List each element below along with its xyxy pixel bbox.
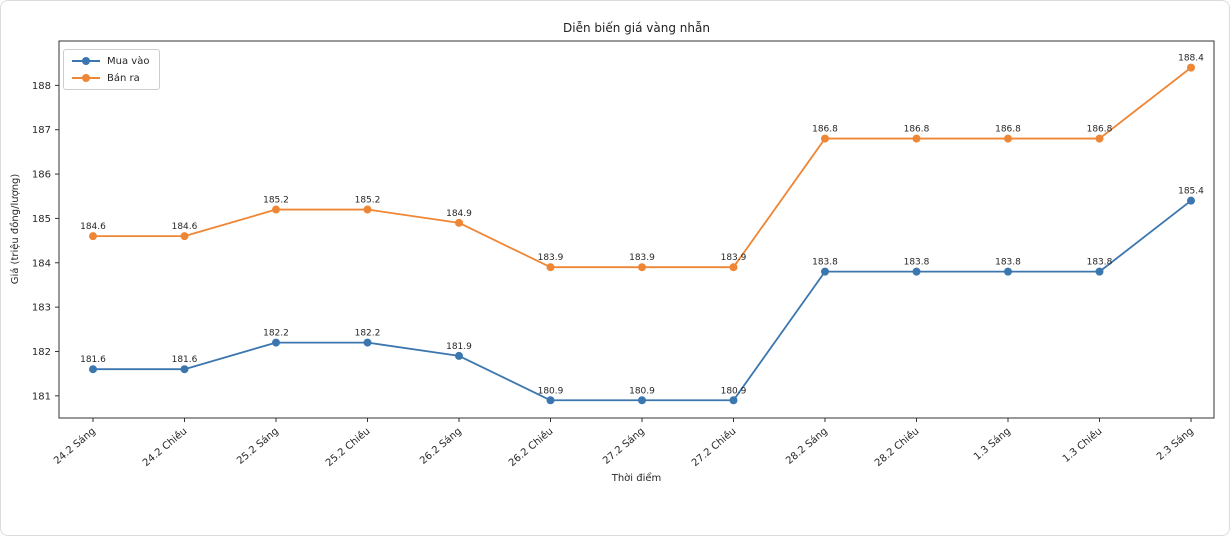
data-point-label: 181.6 (172, 355, 198, 365)
data-point-label: 183.9 (629, 253, 655, 263)
data-point-label: 186.8 (1087, 125, 1113, 135)
y-tick-label: 187 (32, 125, 51, 136)
data-point-label: 184.6 (172, 222, 198, 232)
data-point (638, 263, 646, 272)
data-point (363, 338, 372, 347)
y-tick-label: 181 (32, 391, 51, 402)
data-point-label: 186.8 (995, 125, 1021, 135)
data-point-label: 184.9 (446, 209, 472, 219)
data-point (729, 263, 738, 272)
data-point-label: 183.8 (995, 258, 1021, 268)
x-tick-label: 27.2 Chiều (689, 425, 738, 469)
y-tick-label: 184 (32, 258, 51, 269)
x-tick-label: 24.2 Chiều (140, 425, 189, 469)
series-line (93, 199, 1192, 402)
y-tick-label: 185 (32, 214, 51, 225)
data-point-label: 183.8 (904, 258, 930, 268)
y-axis-label: Giá (triệu đồng/lượng) (10, 173, 21, 285)
data-point-label: 181.9 (446, 342, 472, 352)
data-point (1187, 63, 1195, 72)
data-point-label: 182.2 (263, 329, 289, 339)
data-point (912, 267, 921, 276)
data-point (89, 232, 97, 241)
data-point (272, 205, 280, 214)
data-point-label: 183.9 (538, 253, 564, 263)
series-line (93, 66, 1192, 269)
x-tick-label: 2.3 Sáng (1154, 425, 1196, 463)
data-point-label: 186.8 (812, 125, 838, 135)
legend-marker-mua-vao-icon (72, 56, 100, 66)
legend-label-mua-vao: Mua vào (107, 55, 150, 67)
x-tick-label: 25.2 Sáng (234, 425, 280, 467)
data-point (89, 365, 97, 374)
legend-marker-ban-ra-icon (72, 73, 100, 83)
legend-item-mua-vao: Mua vào (72, 54, 149, 68)
data-point-label: 184.6 (80, 222, 106, 232)
x-tick-label: 26.2 Sáng (417, 425, 463, 467)
data-point (1187, 196, 1195, 205)
data-point (272, 338, 280, 347)
data-point (455, 218, 463, 227)
data-point (546, 396, 555, 405)
x-axis-label: Thời điểm (611, 473, 662, 484)
y-tick-label: 186 (32, 170, 51, 181)
data-point (821, 267, 829, 276)
data-point (638, 396, 646, 405)
data-point (455, 351, 463, 360)
x-tick-label: 28.2 Sáng (783, 425, 829, 467)
data-point (1095, 134, 1104, 143)
data-point-label: 180.9 (538, 386, 564, 396)
x-tick-label: 1.3 Chiều (1060, 425, 1104, 465)
x-tick-label: 26.2 Chiều (506, 425, 555, 469)
data-point-label: 180.9 (629, 386, 655, 396)
legend-label-ban-ra: Bán ra (107, 72, 140, 84)
data-point-label: 185.4 (1178, 187, 1204, 197)
data-point-label: 180.9 (721, 386, 747, 396)
legend: Mua vào Bán ra (63, 49, 161, 90)
data-point (821, 134, 829, 143)
data-point (729, 396, 738, 405)
data-point-label: 183.8 (812, 258, 838, 268)
x-tick-label: 24.2 Sáng (51, 425, 97, 467)
x-tick-label: 27.2 Sáng (600, 425, 646, 467)
y-tick-label: 183 (32, 303, 51, 314)
plot-frame (58, 40, 1215, 419)
x-tick-label: 28.2 Chiều (872, 425, 921, 469)
data-point (1004, 134, 1012, 143)
data-point-label: 181.6 (80, 355, 106, 365)
data-point (1004, 267, 1012, 276)
data-point-label: 183.8 (1087, 258, 1113, 268)
data-point-label: 185.2 (355, 196, 381, 206)
data-point (1095, 267, 1104, 276)
data-point-label: 185.2 (263, 196, 289, 206)
data-point-label: 182.2 (355, 329, 381, 339)
y-tick-label: 188 (32, 81, 51, 92)
x-tick-label: 25.2 Chiều (323, 425, 372, 469)
data-point (912, 134, 921, 143)
x-tick-label: 1.3 Sáng (971, 425, 1013, 463)
data-point-label: 186.8 (904, 125, 930, 135)
data-point-label: 188.4 (1178, 54, 1204, 64)
legend-item-ban-ra: Bán ra (72, 71, 149, 85)
data-point-label: 183.9 (721, 253, 747, 263)
data-point (180, 365, 189, 374)
data-point (546, 263, 555, 272)
data-point (180, 232, 189, 241)
y-tick-label: 182 (32, 347, 51, 358)
data-point (363, 205, 372, 214)
